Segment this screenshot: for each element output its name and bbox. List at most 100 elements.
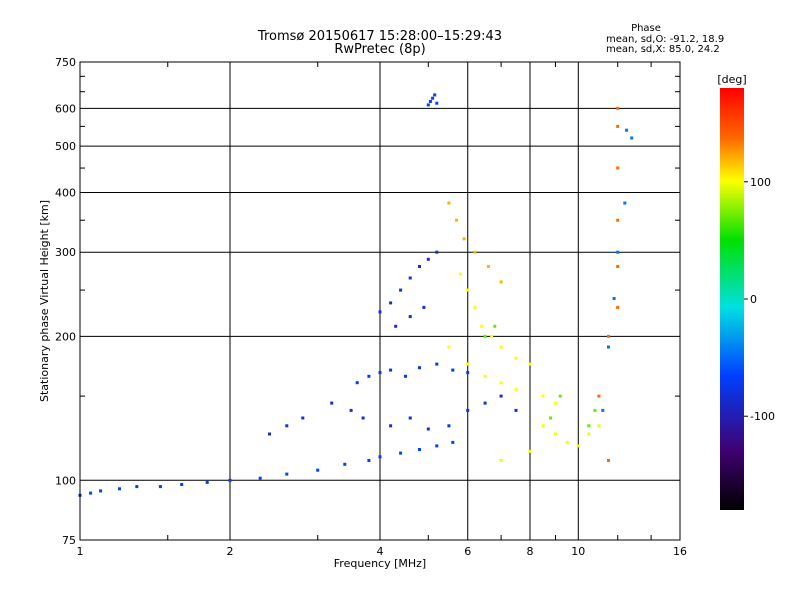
data-point <box>576 444 580 448</box>
data-point <box>514 356 518 360</box>
data-point <box>499 280 503 284</box>
data-point <box>285 472 289 476</box>
data-point <box>389 424 393 428</box>
colorbar-label: [deg] <box>717 73 746 86</box>
data-point <box>99 489 103 493</box>
data-point <box>514 387 518 391</box>
data-point <box>418 265 421 268</box>
data-point <box>118 487 121 491</box>
data-point <box>554 432 557 436</box>
data-point <box>528 449 532 453</box>
data-point <box>408 416 412 420</box>
data-point <box>268 432 271 436</box>
data-point <box>486 265 490 268</box>
chart-title: Tromsø 20150617 15:28:00–15:29:43 <box>257 29 502 44</box>
data-point <box>616 250 620 254</box>
data-point <box>435 444 439 448</box>
data-point <box>607 345 610 349</box>
phase-box-line1: mean, sd,O: -91.2, 18.9 <box>606 34 724 45</box>
data-point <box>458 272 462 276</box>
y-tick-label: 500 <box>55 140 76 153</box>
data-point <box>355 381 359 385</box>
data-point <box>378 455 382 459</box>
data-point <box>483 334 487 338</box>
data-point <box>607 459 610 462</box>
plot-frame <box>79 61 681 541</box>
data-point <box>447 424 451 428</box>
data-point <box>394 324 398 328</box>
x-tick-label: 2 <box>227 545 234 558</box>
data-point <box>285 424 289 428</box>
data-point <box>462 237 466 241</box>
x-tick-label: 1 <box>77 545 84 558</box>
data-point <box>428 100 432 103</box>
data-point <box>180 483 184 486</box>
data-point <box>541 424 545 428</box>
data-point <box>616 106 620 110</box>
data-point <box>549 416 553 420</box>
data-point <box>480 324 484 328</box>
data-point <box>473 250 477 254</box>
y-tick-label: 300 <box>55 246 76 259</box>
data-point <box>612 297 616 300</box>
data-point <box>541 394 545 398</box>
y-tick-label: 400 <box>55 186 76 199</box>
data-point <box>601 408 605 412</box>
colorbar-tick-label: -100 <box>750 410 775 423</box>
x-tick-label: 10 <box>571 545 585 558</box>
data-point <box>455 218 459 222</box>
data-point <box>616 305 620 309</box>
data-point <box>587 424 591 428</box>
data-point <box>499 345 503 349</box>
axis-ticks: 1 2 4 6 8 10 16 75 100 200 300 400 500 600 750 <box>55 56 687 558</box>
data-point <box>466 288 470 292</box>
data-point <box>399 288 403 292</box>
y-tick-label: 750 <box>55 56 76 69</box>
data-point <box>554 401 557 405</box>
data-point <box>205 480 209 484</box>
x-tick-label: 8 <box>527 545 534 558</box>
y-tick-label: 600 <box>55 102 76 115</box>
data-point <box>447 345 451 349</box>
colorbar-ticks: 100 0 -100 <box>744 176 775 423</box>
data-point <box>558 394 562 398</box>
data-point <box>343 462 347 466</box>
grid-lines <box>80 62 680 540</box>
data-point <box>483 374 487 378</box>
data-point <box>418 448 421 451</box>
data-point <box>625 128 629 132</box>
data-point <box>587 432 591 436</box>
data-point <box>597 424 601 428</box>
y-tick-label: 100 <box>55 474 76 487</box>
data-point <box>349 408 353 412</box>
data-point <box>499 459 503 462</box>
data-point <box>330 401 334 405</box>
y-tick-label: 75 <box>62 534 76 547</box>
data-point <box>135 485 139 489</box>
data-point <box>435 250 439 254</box>
data-point <box>493 324 497 328</box>
data-point <box>565 440 569 444</box>
y-axis-label: Stationary phase Virtual Height [km] <box>38 200 51 402</box>
data-point <box>466 362 470 366</box>
data-point <box>89 491 93 495</box>
data-point <box>426 257 430 261</box>
data-point <box>597 394 601 398</box>
phase-box-title: Phase <box>631 23 661 34</box>
chart-subtitle: RwPretec (8p) <box>334 42 425 57</box>
data-point <box>616 166 620 170</box>
data-point <box>607 334 610 338</box>
data-point <box>593 408 597 412</box>
data-point <box>499 394 503 398</box>
data-point <box>623 201 627 205</box>
data-point <box>316 468 320 472</box>
data-point <box>616 265 620 268</box>
y-tick-label: 200 <box>55 330 76 343</box>
data-point <box>528 362 532 366</box>
data-point <box>447 201 451 205</box>
data-point <box>435 362 439 366</box>
x-tick-label: 4 <box>377 545 384 558</box>
data-point <box>466 371 470 375</box>
data-point <box>408 276 412 280</box>
